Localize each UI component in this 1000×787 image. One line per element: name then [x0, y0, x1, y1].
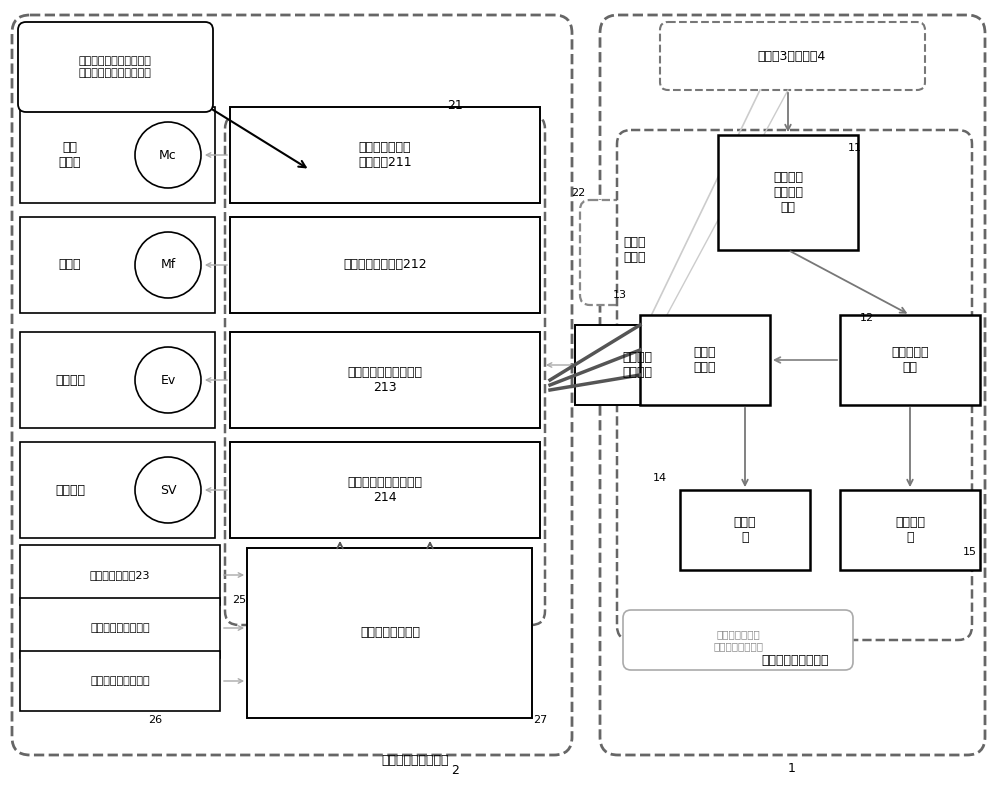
Bar — [230, 442, 540, 538]
Text: 26: 26 — [148, 715, 162, 725]
Text: 信号接
收模块: 信号接 收模块 — [624, 236, 646, 264]
Text: 第一压力传感器23: 第一压力传感器23 — [90, 570, 150, 580]
Text: SV: SV — [160, 483, 176, 497]
Text: 1: 1 — [788, 762, 796, 774]
FancyBboxPatch shape — [18, 22, 213, 112]
Bar — [20, 442, 215, 538]
Text: 室外机主要电器部件: 室外机主要电器部件 — [381, 753, 449, 767]
Text: 外膨胀阀: 外膨胀阀 — [55, 374, 85, 386]
Text: 风机输出控制模块212: 风机输出控制模块212 — [343, 258, 427, 272]
FancyBboxPatch shape — [580, 200, 690, 305]
Bar — [640, 315, 770, 405]
Text: 25: 25 — [232, 595, 246, 605]
Text: 13: 13 — [613, 290, 627, 300]
FancyBboxPatch shape — [617, 130, 972, 640]
Text: Mc: Mc — [159, 149, 177, 161]
Text: 外四通阀输出控制模块
214: 外四通阀输出控制模块 214 — [348, 476, 422, 504]
Text: 12: 12 — [860, 313, 874, 323]
Text: 内机控制处
理器: 内机控制处 理器 — [891, 346, 929, 374]
Text: 变频
压缩机: 变频 压缩机 — [59, 141, 81, 169]
Text: 内机控制
信号接收
模块: 内机控制 信号接收 模块 — [773, 171, 803, 213]
Text: 压缩机输出频率模块只采
用外机参数进行计算控制: 压缩机输出频率模块只采 用外机参数进行计算控制 — [79, 56, 151, 78]
Text: 室内机主要电器部件: 室内机主要电器部件 — [761, 653, 829, 667]
Text: Mf: Mf — [160, 258, 176, 272]
Text: 系统参数采集模块: 系统参数采集模块 — [360, 626, 420, 640]
Bar — [247, 548, 532, 718]
FancyBboxPatch shape — [12, 15, 572, 755]
Text: 14: 14 — [653, 473, 667, 483]
Bar — [230, 217, 540, 313]
Bar — [20, 217, 215, 313]
Text: 外机系统保护传感器: 外机系统保护传感器 — [90, 676, 150, 686]
Text: 控制信号
接收模块: 控制信号 接收模块 — [622, 351, 652, 379]
Bar — [20, 598, 220, 658]
FancyBboxPatch shape — [660, 22, 925, 90]
Text: 外机环境温度传感器: 外机环境温度传感器 — [90, 623, 150, 633]
Text: 外膨胀阀输出控制模块
213: 外膨胀阀输出控制模块 213 — [348, 366, 422, 394]
Text: 21: 21 — [447, 98, 463, 112]
Bar — [20, 545, 220, 605]
Bar — [575, 325, 700, 405]
Bar — [840, 315, 980, 405]
Text: 2: 2 — [451, 763, 459, 777]
Text: 15: 15 — [963, 547, 977, 557]
Text: 外四通阀: 外四通阀 — [55, 483, 85, 497]
Text: 室内节流
阀: 室内节流 阀 — [895, 516, 925, 544]
Text: 压缩机输出频率
控制模块211: 压缩机输出频率 控制模块211 — [358, 141, 412, 169]
Text: 27: 27 — [533, 715, 547, 725]
Text: 通用的传输规则
仅传输启停机信号: 通用的传输规则 仅传输启停机信号 — [713, 629, 763, 651]
Text: 室内风
机: 室内风 机 — [734, 516, 756, 544]
FancyBboxPatch shape — [600, 15, 985, 755]
Text: 22: 22 — [571, 188, 585, 198]
Text: 11: 11 — [848, 143, 862, 153]
Bar — [230, 107, 540, 203]
Text: 遥控器3、线控器4: 遥控器3、线控器4 — [758, 50, 826, 62]
Bar — [20, 332, 215, 428]
Bar — [718, 135, 858, 250]
Text: 信号传
输模块: 信号传 输模块 — [694, 346, 716, 374]
Bar — [20, 107, 215, 203]
Text: Ev: Ev — [160, 374, 176, 386]
FancyBboxPatch shape — [225, 115, 545, 625]
Bar — [840, 490, 980, 570]
Bar — [680, 490, 810, 570]
Bar — [20, 651, 220, 711]
FancyBboxPatch shape — [623, 610, 853, 670]
Text: 外风机: 外风机 — [59, 258, 81, 272]
Bar — [230, 332, 540, 428]
